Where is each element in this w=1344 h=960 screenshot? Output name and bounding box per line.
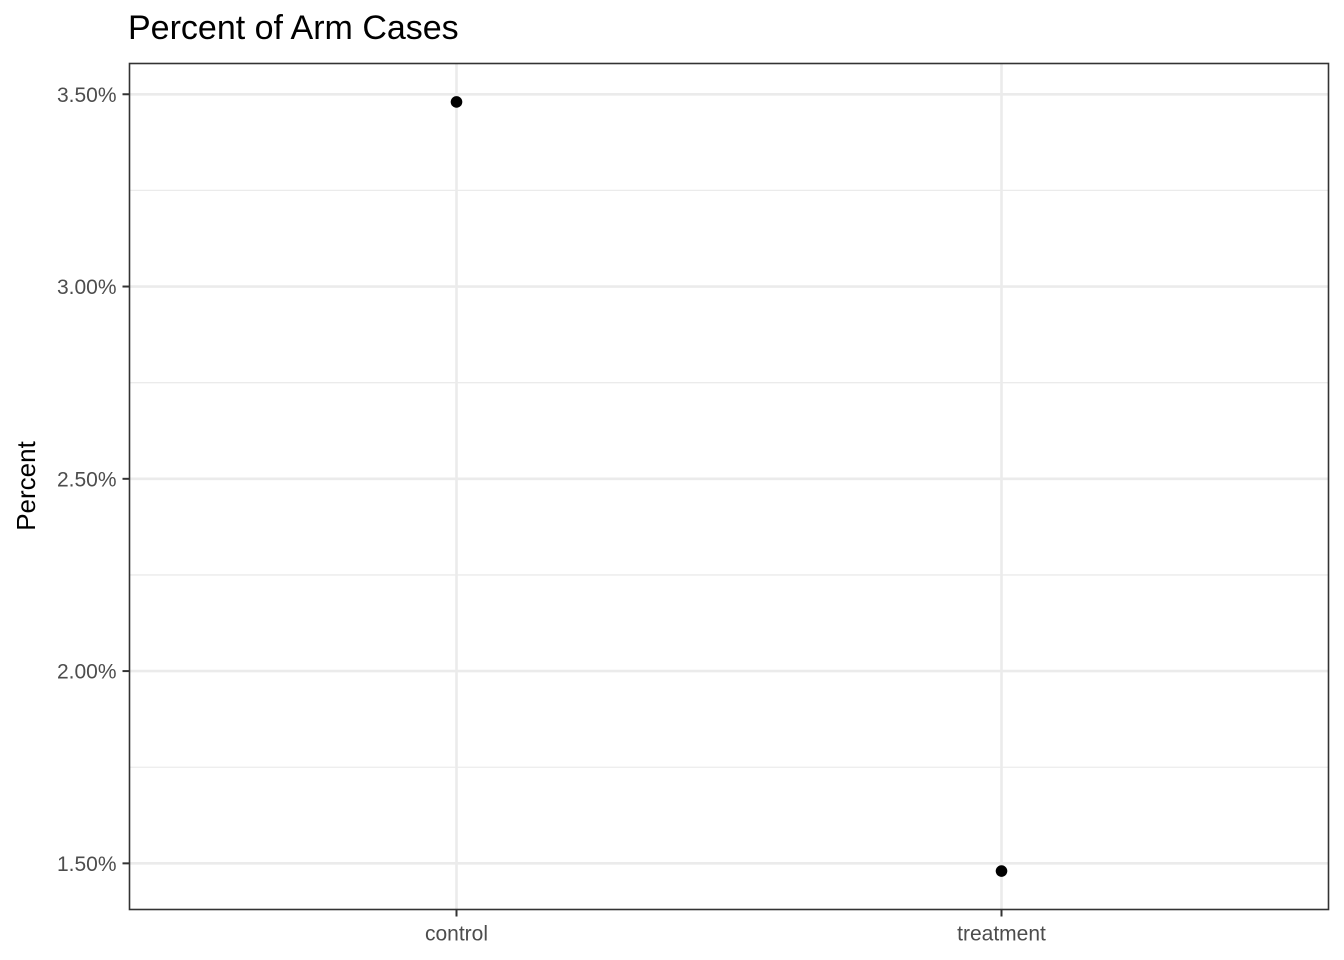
minor-gridlines	[129, 189, 1329, 768]
y-axis: 1.50% 2.00% 2.50% 3.00% 3.50%	[57, 84, 130, 876]
x-axis: control treatment	[425, 909, 1046, 946]
y-tick-label-1: 2.00%	[57, 661, 117, 684]
x-tick-label-control: control	[425, 923, 488, 946]
data-point-treatment	[995, 865, 1008, 877]
y-tick-label-4: 3.50%	[57, 84, 117, 107]
major-gridlines	[129, 63, 1329, 910]
chart-title: Percent of Arm Cases	[128, 9, 459, 47]
plot-panel	[128, 62, 1330, 911]
y-axis-title: Percent	[11, 440, 41, 530]
data-points	[450, 96, 1008, 877]
y-tick-label-0: 1.50%	[57, 853, 117, 876]
panel-border	[128, 62, 1330, 911]
y-tick-label-2: 2.50%	[57, 468, 117, 491]
panel-background	[129, 63, 1329, 910]
y-tick-label-3: 3.00%	[57, 276, 117, 299]
x-tick-label-treatment: treatment	[957, 923, 1046, 946]
data-point-control	[450, 96, 463, 108]
